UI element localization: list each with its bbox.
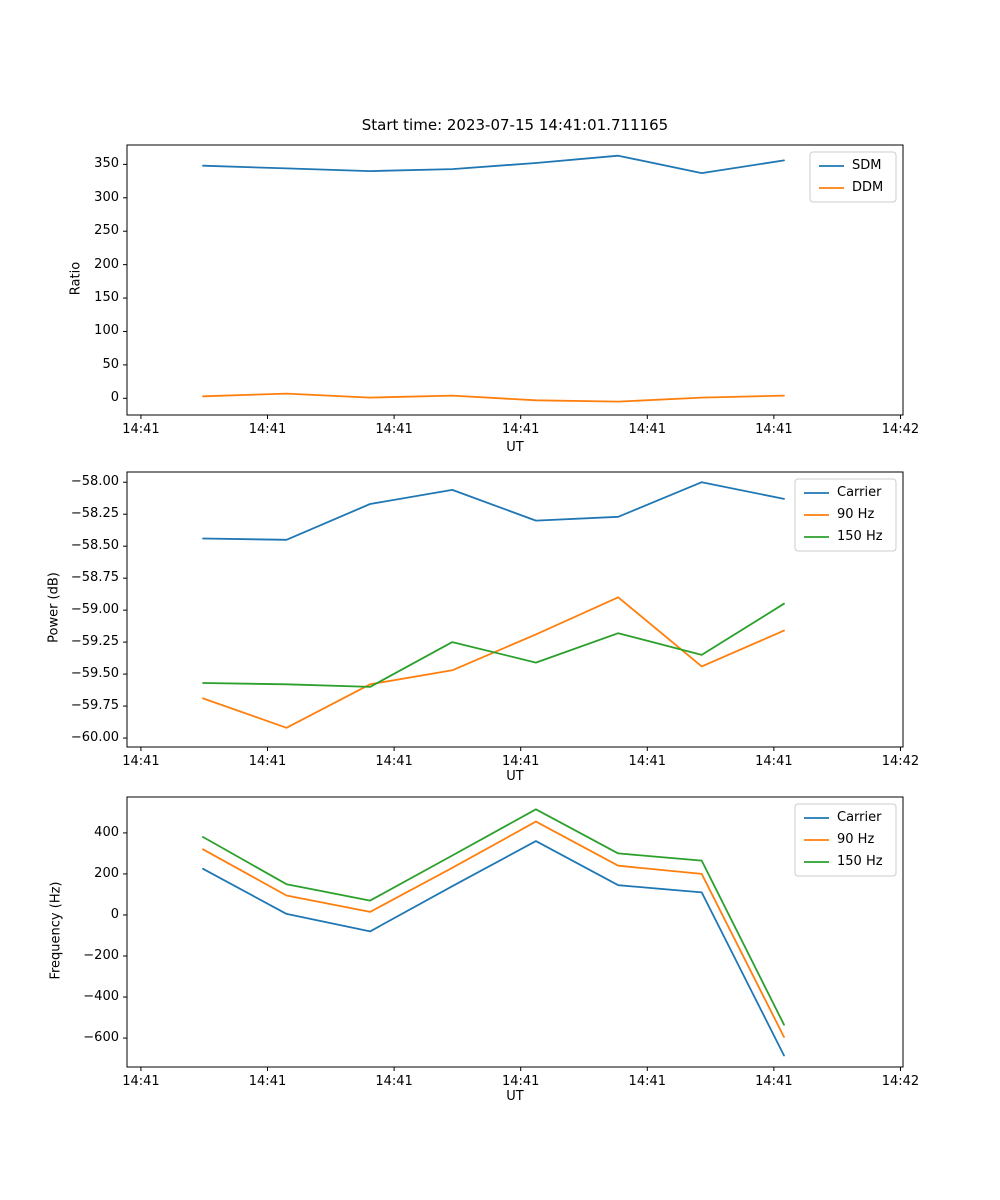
series-line-carrier [202, 840, 785, 1057]
x-tick-label: 14:41 [628, 1074, 667, 1089]
y-tick-label: −58.00 [70, 474, 119, 490]
y-tick-label: −59.50 [70, 666, 119, 682]
y-tick-label: 250 [94, 223, 119, 239]
series-line-90-hz [202, 820, 785, 1038]
x-tick-label: 14:41 [248, 754, 287, 769]
plot-border [126, 471, 904, 748]
y-tick-label: 100 [94, 323, 119, 339]
y-tick-label: 50 [102, 356, 119, 372]
legend-label: 150 Hz [837, 529, 883, 544]
y-tick-label: −400 [83, 989, 119, 1005]
plot-border [126, 144, 904, 416]
x-tick-label: 14:41 [501, 754, 540, 769]
x-tick-label: 14:41 [375, 754, 413, 769]
legend-label: Carrier [837, 810, 882, 825]
y-tick-label: −60.00 [70, 730, 119, 746]
series-line-ddm [202, 392, 785, 403]
x-tick-label: 14:41 [628, 754, 667, 769]
x-tick-label: 14:41 [248, 422, 287, 437]
x-tick-label: 14:42 [881, 1074, 920, 1089]
x-tick-label: 14:41 [248, 1074, 287, 1089]
y-tick-label: 200 [94, 256, 119, 272]
legend-box [809, 151, 897, 203]
x-axis-label-ut-bottom: UT [506, 1089, 524, 1104]
y-tick-label: 350 [94, 156, 119, 172]
x-tick-label: 14:41 [122, 754, 160, 769]
x-tick-label: 14:41 [628, 422, 667, 437]
y-tick-label: −59.00 [70, 602, 119, 618]
y-tick-label: −200 [83, 948, 119, 963]
series-line-150-hz [202, 808, 785, 1026]
legend-label: Carrier [837, 485, 882, 500]
series-line-150-hz [202, 602, 785, 688]
x-tick-label: 14:42 [881, 422, 920, 437]
chart-title: Start time: 2023-07-15 14:41:01.711165 [361, 116, 669, 134]
x-tick-label: 14:41 [122, 1074, 160, 1089]
y-tick-label: 0 [110, 906, 119, 922]
x-tick-label: 14:41 [122, 422, 160, 437]
y-axis-label-ratio: Ratio [68, 261, 84, 296]
x-tick-label: 14:41 [375, 1074, 413, 1089]
y-tick-label: −59.75 [70, 698, 119, 714]
plot-border [126, 796, 904, 1068]
x-tick-label: 14:41 [375, 422, 413, 437]
series-line-sdm [202, 154, 785, 175]
legend-label: 90 Hz [837, 507, 875, 522]
y-tick-label: −58.25 [70, 506, 119, 522]
y-tick-label: −58.75 [70, 570, 119, 586]
x-tick-label: 14:41 [755, 754, 793, 769]
x-tick-label: 14:42 [881, 754, 920, 769]
x-tick-label: 14:41 [501, 1074, 540, 1089]
x-axis-label-ut-middle: UT [506, 769, 524, 784]
y-tick-label: 200 [94, 865, 119, 881]
series-line-carrier [202, 481, 785, 541]
x-tick-label: 14:41 [755, 1074, 793, 1089]
legend-box [794, 478, 897, 552]
legend-label: SDM [852, 158, 882, 173]
y-tick-label: 300 [94, 189, 119, 205]
y-tick-label: −58.50 [70, 538, 119, 554]
x-axis-label-ut-top: UT [506, 440, 524, 455]
y-tick-label: −59.25 [70, 634, 119, 650]
y-tick-label: 150 [94, 290, 119, 306]
legend-label: 90 Hz [837, 832, 875, 847]
x-tick-label: 14:41 [501, 422, 540, 437]
x-tick-label: 14:41 [755, 422, 793, 437]
y-tick-label: 0 [110, 390, 119, 406]
series-line-90-hz [202, 596, 785, 729]
legend-label: 150 Hz [837, 854, 883, 869]
y-tick-label: 400 [94, 824, 119, 840]
legend-box [794, 803, 897, 877]
y-tick-label: −600 [83, 1030, 119, 1046]
legend-label: DDM [852, 180, 884, 195]
